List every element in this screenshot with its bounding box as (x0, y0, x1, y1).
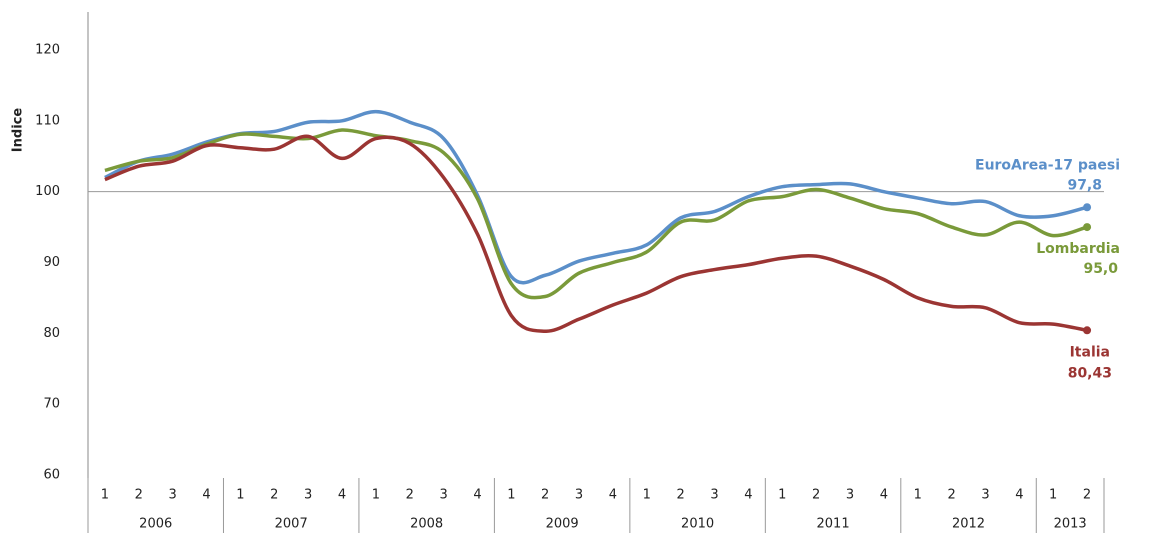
x-tick-label: 2 (135, 488, 143, 503)
x-tick-label: 2 (947, 488, 955, 503)
x-group-label: 2007 (275, 517, 308, 532)
x-tick-label: 1 (236, 488, 244, 503)
value-label: 97,8 (1067, 177, 1102, 193)
x-tick-label: 4 (338, 488, 346, 503)
x-tick-label: 1 (778, 488, 786, 503)
x-tick-label: 4 (744, 488, 752, 503)
x-group-label: 2009 (546, 517, 579, 532)
x-tick-label: 2 (1083, 488, 1091, 503)
y-tick-label: 100 (35, 184, 60, 199)
x-tick-label: 3 (169, 488, 177, 503)
y-tick-label: 60 (43, 468, 60, 483)
x-tick-label: 4 (473, 488, 481, 503)
x-tick-label: 2 (270, 488, 278, 503)
x-tick-label: 4 (202, 488, 210, 503)
x-tick-label: 1 (101, 488, 109, 503)
series-label: Lombardia (1036, 241, 1120, 257)
series-line (104, 128, 1088, 300)
x-group-label: 2010 (681, 517, 714, 532)
x-tick-label: 2 (406, 488, 414, 503)
x-tick-label: 4 (880, 488, 888, 503)
x-tick-label: 2 (677, 488, 685, 503)
x-group-label: 2011 (817, 517, 850, 532)
value-label: 80,43 (1068, 365, 1112, 381)
x-tick-label: 4 (1015, 488, 1023, 503)
end-point (1083, 223, 1092, 232)
x-tick-label: 3 (439, 488, 447, 503)
x-tick-label: 2 (541, 488, 549, 503)
y-tick-label: 70 (43, 397, 60, 412)
x-tick-label: 1 (643, 488, 651, 503)
y-axis-label: Indice (11, 108, 26, 153)
y-tick-label: 110 (35, 113, 60, 128)
x-tick-label: 3 (710, 488, 718, 503)
x-group-label: 2013 (1054, 517, 1087, 532)
value-label: 95,0 (1083, 261, 1118, 277)
x-tick-label: 1 (1049, 488, 1057, 503)
x-tick-label: 4 (609, 488, 617, 503)
y-tick-label: 90 (43, 255, 60, 270)
x-group-label: 2008 (410, 517, 443, 532)
series-label: EuroArea-17 paesi (975, 157, 1120, 173)
x-tick-label: 3 (304, 488, 312, 503)
x-tick-label: 3 (846, 488, 854, 503)
x-tick-label: 1 (507, 488, 515, 503)
x-tick-label: 3 (981, 488, 989, 503)
series-line (104, 134, 1088, 333)
end-point (1083, 326, 1092, 335)
x-tick-label: 3 (575, 488, 583, 503)
x-group-label: 2006 (139, 517, 172, 532)
series-line (104, 109, 1088, 285)
x-group-label: 2012 (952, 517, 985, 532)
x-tick-label: 1 (914, 488, 922, 503)
x-tick-label: 1 (372, 488, 380, 503)
x-tick-label: 2 (812, 488, 820, 503)
y-tick-label: 120 (35, 43, 60, 58)
end-point (1083, 203, 1092, 212)
y-tick-label: 80 (43, 326, 60, 341)
series-label: Italia (1070, 344, 1110, 360)
